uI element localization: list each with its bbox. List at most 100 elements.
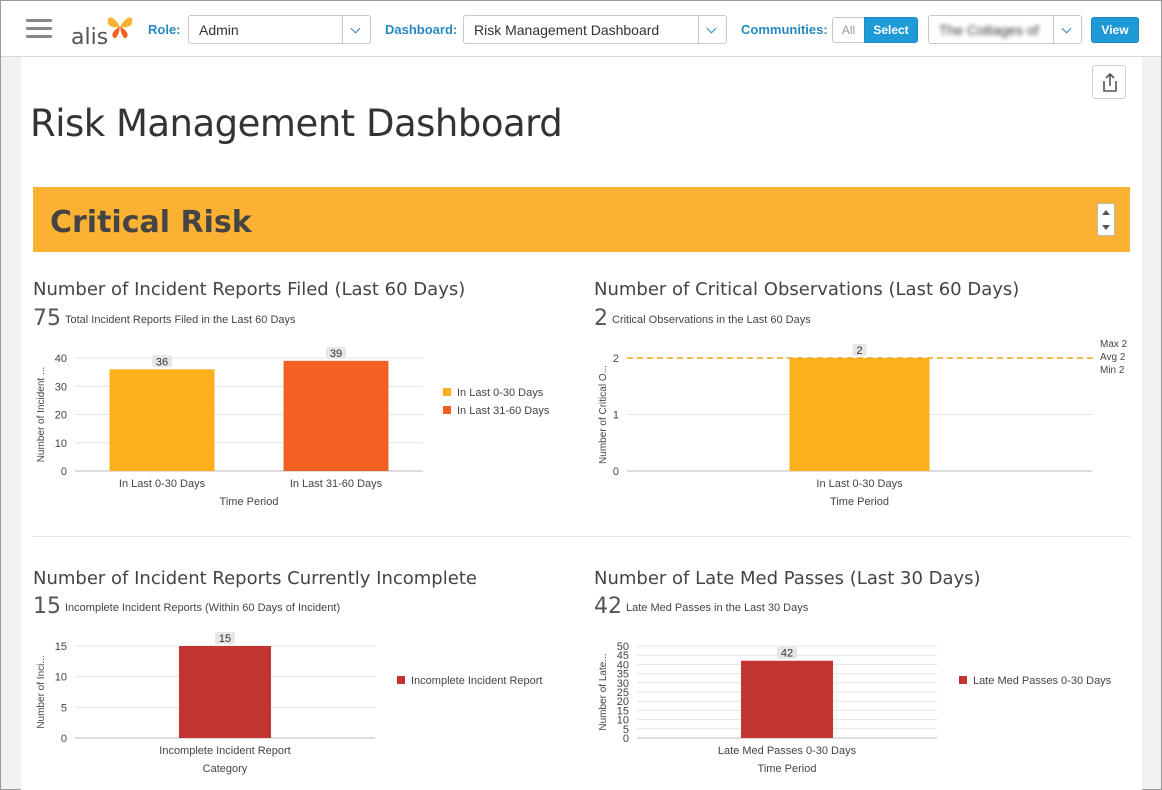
y-tick-label: 0 (61, 466, 67, 478)
bar (109, 369, 215, 471)
role-label: Role: (148, 22, 181, 37)
legend-label: Late Med Passes 0-30 Days (973, 675, 1112, 687)
legend-label: Incomplete Incident Report (411, 675, 542, 687)
chevron-down-icon (1061, 23, 1072, 34)
chevron-down-icon (706, 23, 717, 34)
chevron-down-icon (350, 23, 361, 34)
y-tick-label: 40 (617, 659, 629, 671)
x-tick-label: In Last 0-30 Days (816, 478, 903, 490)
y-tick-label: 10 (55, 438, 67, 450)
dashboard-select-value: Risk Management Dashboard (474, 22, 660, 38)
data-label: 39 (330, 348, 342, 360)
y-tick-label: 20 (617, 696, 629, 708)
top-bar: alis Role: Admin Dashboard: Risk Managem… (1, 1, 1161, 57)
section-title: Critical Risk (50, 205, 252, 240)
data-label-bg (326, 346, 346, 359)
x-tick-label: Late Med Passes 0-30 Days (718, 745, 857, 757)
dashboard-select-toggle[interactable] (698, 16, 726, 43)
data-label-bg (777, 646, 797, 659)
panel-title-critical-observations: Number of Critical Observations (Last 60… (594, 279, 1020, 300)
panel-count: 42 (594, 594, 622, 619)
y-tick-label: 30 (617, 678, 629, 690)
y-tick-label: 0 (613, 466, 619, 478)
bar (741, 660, 833, 738)
y-tick-label: 10 (617, 715, 629, 727)
communities-all-toggle[interactable]: All (832, 17, 865, 43)
panel-summary-late-med-passes: 42 Late Med Passes in the Last 30 Days (594, 594, 808, 619)
section-divider (33, 536, 1130, 537)
panel-title-incomplete-reports: Number of Incident Reports Currently Inc… (33, 568, 477, 589)
panel-subtitle: Late Med Passes in the Last 30 Days (626, 602, 809, 614)
dashboard-label: Dashboard: (385, 22, 458, 37)
panel-summary-critical-observations: 2 Critical Observations in the Last 60 Da… (594, 306, 811, 331)
logo-text: alis (71, 25, 109, 50)
panel-title-late-med-passes: Number of Late Med Passes (Last 30 Days) (594, 568, 981, 589)
bar (283, 360, 389, 471)
data-label: 42 (781, 648, 793, 660)
x-tick-label: In Last 31-60 Days (290, 478, 383, 490)
legend-swatch (443, 406, 451, 414)
y-tick-label: 25 (617, 687, 629, 699)
bar (789, 358, 930, 471)
community-select[interactable]: The Cottages of (928, 15, 1082, 44)
arrow-up-icon[interactable] (1102, 210, 1110, 215)
arrow-down-icon[interactable] (1102, 225, 1110, 230)
data-label: 36 (156, 356, 168, 368)
community-select-toggle[interactable] (1053, 16, 1081, 43)
page-title: Risk Management Dashboard (30, 102, 563, 145)
y-tick-label: 5 (61, 702, 67, 714)
y-tick-label: 1 (613, 410, 619, 422)
bar (179, 646, 271, 738)
view-button[interactable]: View (1091, 17, 1139, 43)
data-label-bg (152, 355, 172, 368)
y-tick-label: 15 (55, 641, 67, 653)
panel-count: 2 (594, 306, 608, 331)
y-tick-label: 45 (617, 650, 629, 662)
x-axis-title: Time Period (830, 496, 889, 508)
y-axis-title: Number of Inci... (36, 655, 47, 728)
legend-swatch (959, 676, 967, 684)
share-button[interactable] (1092, 65, 1126, 99)
role-select-toggle[interactable] (342, 16, 370, 43)
y-axis-title: Number of Critical O... (598, 365, 609, 464)
alis-logo[interactable]: alis (71, 13, 137, 50)
data-label: 2 (856, 345, 862, 357)
butterfly-icon (107, 17, 133, 39)
panel-subtitle: Critical Observations in the Last 60 Day… (612, 314, 811, 326)
y-axis-title: Number of Incident ... (36, 367, 47, 463)
x-axis-title: Category (203, 763, 248, 775)
hamburger-menu-icon[interactable] (26, 19, 52, 39)
x-tick-label: Incomplete Incident Report (159, 745, 290, 757)
panel-summary-incomplete-reports: 15 Incomplete Incident Reports (Within 60… (33, 594, 340, 619)
y-tick-label: 0 (623, 733, 629, 745)
chart-critical-observations: 0 1 2 2 In Last 0-30 Days Time Period Number o… (598, 340, 1128, 508)
y-tick-label: 35 (617, 669, 629, 681)
panel-summary-incident-reports: 75 Total Incident Reports Filed in the La… (33, 306, 296, 331)
role-select[interactable]: Admin (188, 15, 371, 44)
section-scroll-control[interactable] (1097, 203, 1115, 236)
y-tick-label: 50 (617, 641, 629, 653)
y-tick-label: 15 (617, 705, 629, 717)
reference-label: Avg 2 (1100, 352, 1126, 363)
legend-swatch (397, 676, 405, 684)
y-tick-label: 40 (55, 353, 67, 365)
y-tick-label: 20 (55, 410, 67, 422)
panel-title-incident-reports: Number of Incident Reports Filed (Last 6… (33, 279, 466, 300)
community-select-value: The Cottages of (939, 22, 1039, 38)
panel-subtitle: Total Incident Reports Filed in the Last… (65, 314, 296, 326)
y-tick-label: 2 (613, 353, 619, 365)
y-tick-label: 10 (55, 672, 67, 684)
panel-count: 15 (33, 594, 61, 619)
communities-select-toggle[interactable]: Select (864, 17, 918, 43)
chart-incomplete-reports: 0 5 10 15 15 Incomplete Incident Report Catego… (36, 632, 542, 775)
legend-label: In Last 0-30 Days (457, 387, 544, 399)
x-tick-label: In Last 0-30 Days (119, 478, 206, 490)
dashboard-select[interactable]: Risk Management Dashboard (463, 15, 727, 44)
x-axis-title: Time Period (758, 763, 817, 775)
data-label-bg (215, 632, 235, 644)
y-tick-label: 5 (623, 724, 629, 736)
legend-label: In Last 31-60 Days (457, 405, 550, 417)
reference-label: Max 2 (1100, 340, 1128, 350)
data-label: 15 (219, 633, 231, 645)
